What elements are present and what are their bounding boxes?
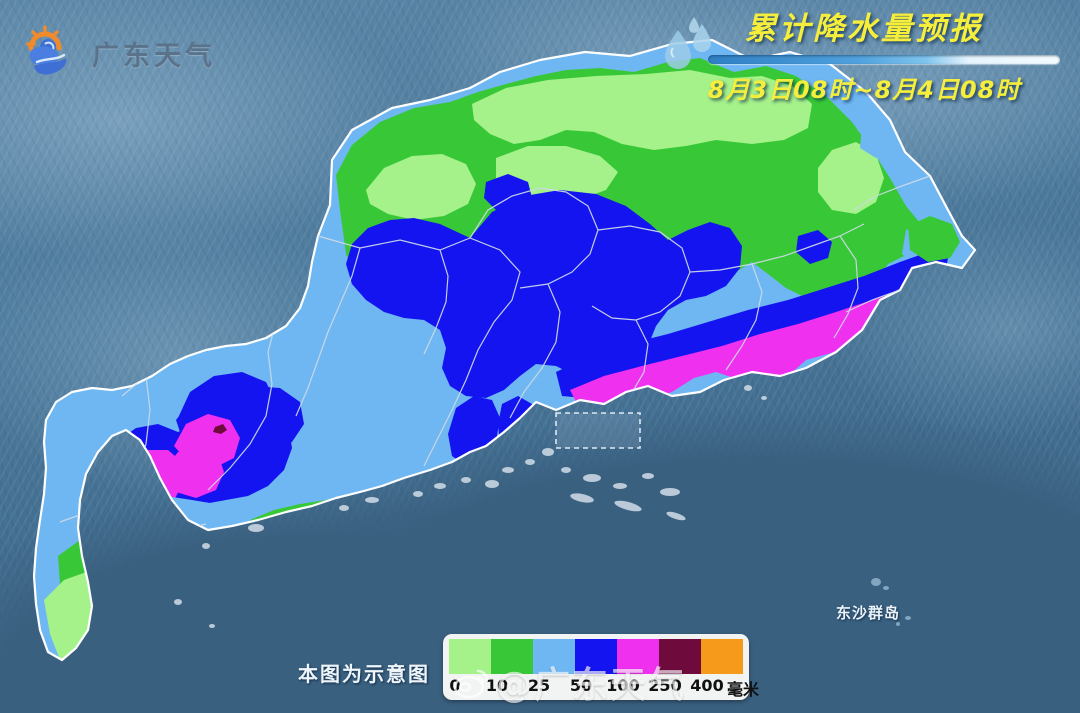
precip-band-10-25-nepatch xyxy=(908,216,960,262)
precip-band-0-10-north-d xyxy=(818,142,884,214)
legend-swatch-250-400 xyxy=(659,639,701,674)
legend-swatch-50-100 xyxy=(575,639,617,674)
precip-hole-25-50-leizhou xyxy=(140,548,194,584)
legend-swatch-0-10 xyxy=(449,639,491,674)
precip-blob-50-100-ne xyxy=(796,230,832,264)
dongsha-islands-label: 东沙群岛 xyxy=(836,604,901,622)
precip-blob-50-100-delta2 xyxy=(498,396,534,456)
sun-cloud-wave-logo-icon xyxy=(24,22,86,84)
precip-band-0-10-leizhou xyxy=(44,566,244,660)
province-boundary xyxy=(32,38,977,662)
legend-tick-25: 25 xyxy=(527,676,551,695)
coastal-islands xyxy=(174,385,767,628)
precip-band-0-10-north-a xyxy=(366,154,476,220)
legend-tick-100: 100 xyxy=(606,676,640,695)
legend-tick-250: 250 xyxy=(648,676,682,695)
legend-tick-0: 0 xyxy=(449,676,461,695)
legend-tick-400: 400 xyxy=(690,676,724,695)
brand-name: 广东天气 xyxy=(92,40,216,72)
legend-swatch-400plus xyxy=(701,639,743,674)
precipitation-legend: 0 10 25 50 100 250 400 毫米 xyxy=(443,634,759,700)
maritime-boundary-box xyxy=(555,412,641,449)
precip-hole-25-50-ne2 xyxy=(860,118,898,158)
precip-blob-50-100-nw xyxy=(484,174,532,210)
legend-swatches xyxy=(449,639,743,674)
schematic-note: 本图为示意图 xyxy=(298,662,430,686)
legend-swatch-100-250 xyxy=(617,639,659,674)
legend-unit: 毫米 xyxy=(727,680,760,699)
precip-band-50-100-east xyxy=(556,250,948,398)
dongsha-islands xyxy=(871,578,911,626)
legend-swatch-25-50 xyxy=(533,639,575,674)
title-block: 累计降水量预报 8月3日08时~8月4日08时 xyxy=(662,11,1066,105)
precip-band-50-100-core xyxy=(478,226,632,342)
page-title: 累计降水量预报 xyxy=(745,11,983,47)
precip-band-0-10-north-b xyxy=(472,70,812,150)
forecast-period: 8月3日08时~8月4日08时 xyxy=(707,75,1021,104)
legend-tick-50: 50 xyxy=(569,676,593,695)
precip-band-100-250-east xyxy=(570,290,932,404)
water-droplet-icon xyxy=(658,14,728,76)
brand-logo: 广东天气 xyxy=(24,22,216,84)
legend-swatch-10-25 xyxy=(491,639,533,674)
legend-labels: 0 10 25 50 100 250 400 毫米 xyxy=(449,674,759,699)
title-divider-bar xyxy=(708,54,1060,64)
precip-band-250-400-spot-west xyxy=(213,424,227,434)
legend-tick-10: 10 xyxy=(485,676,509,695)
